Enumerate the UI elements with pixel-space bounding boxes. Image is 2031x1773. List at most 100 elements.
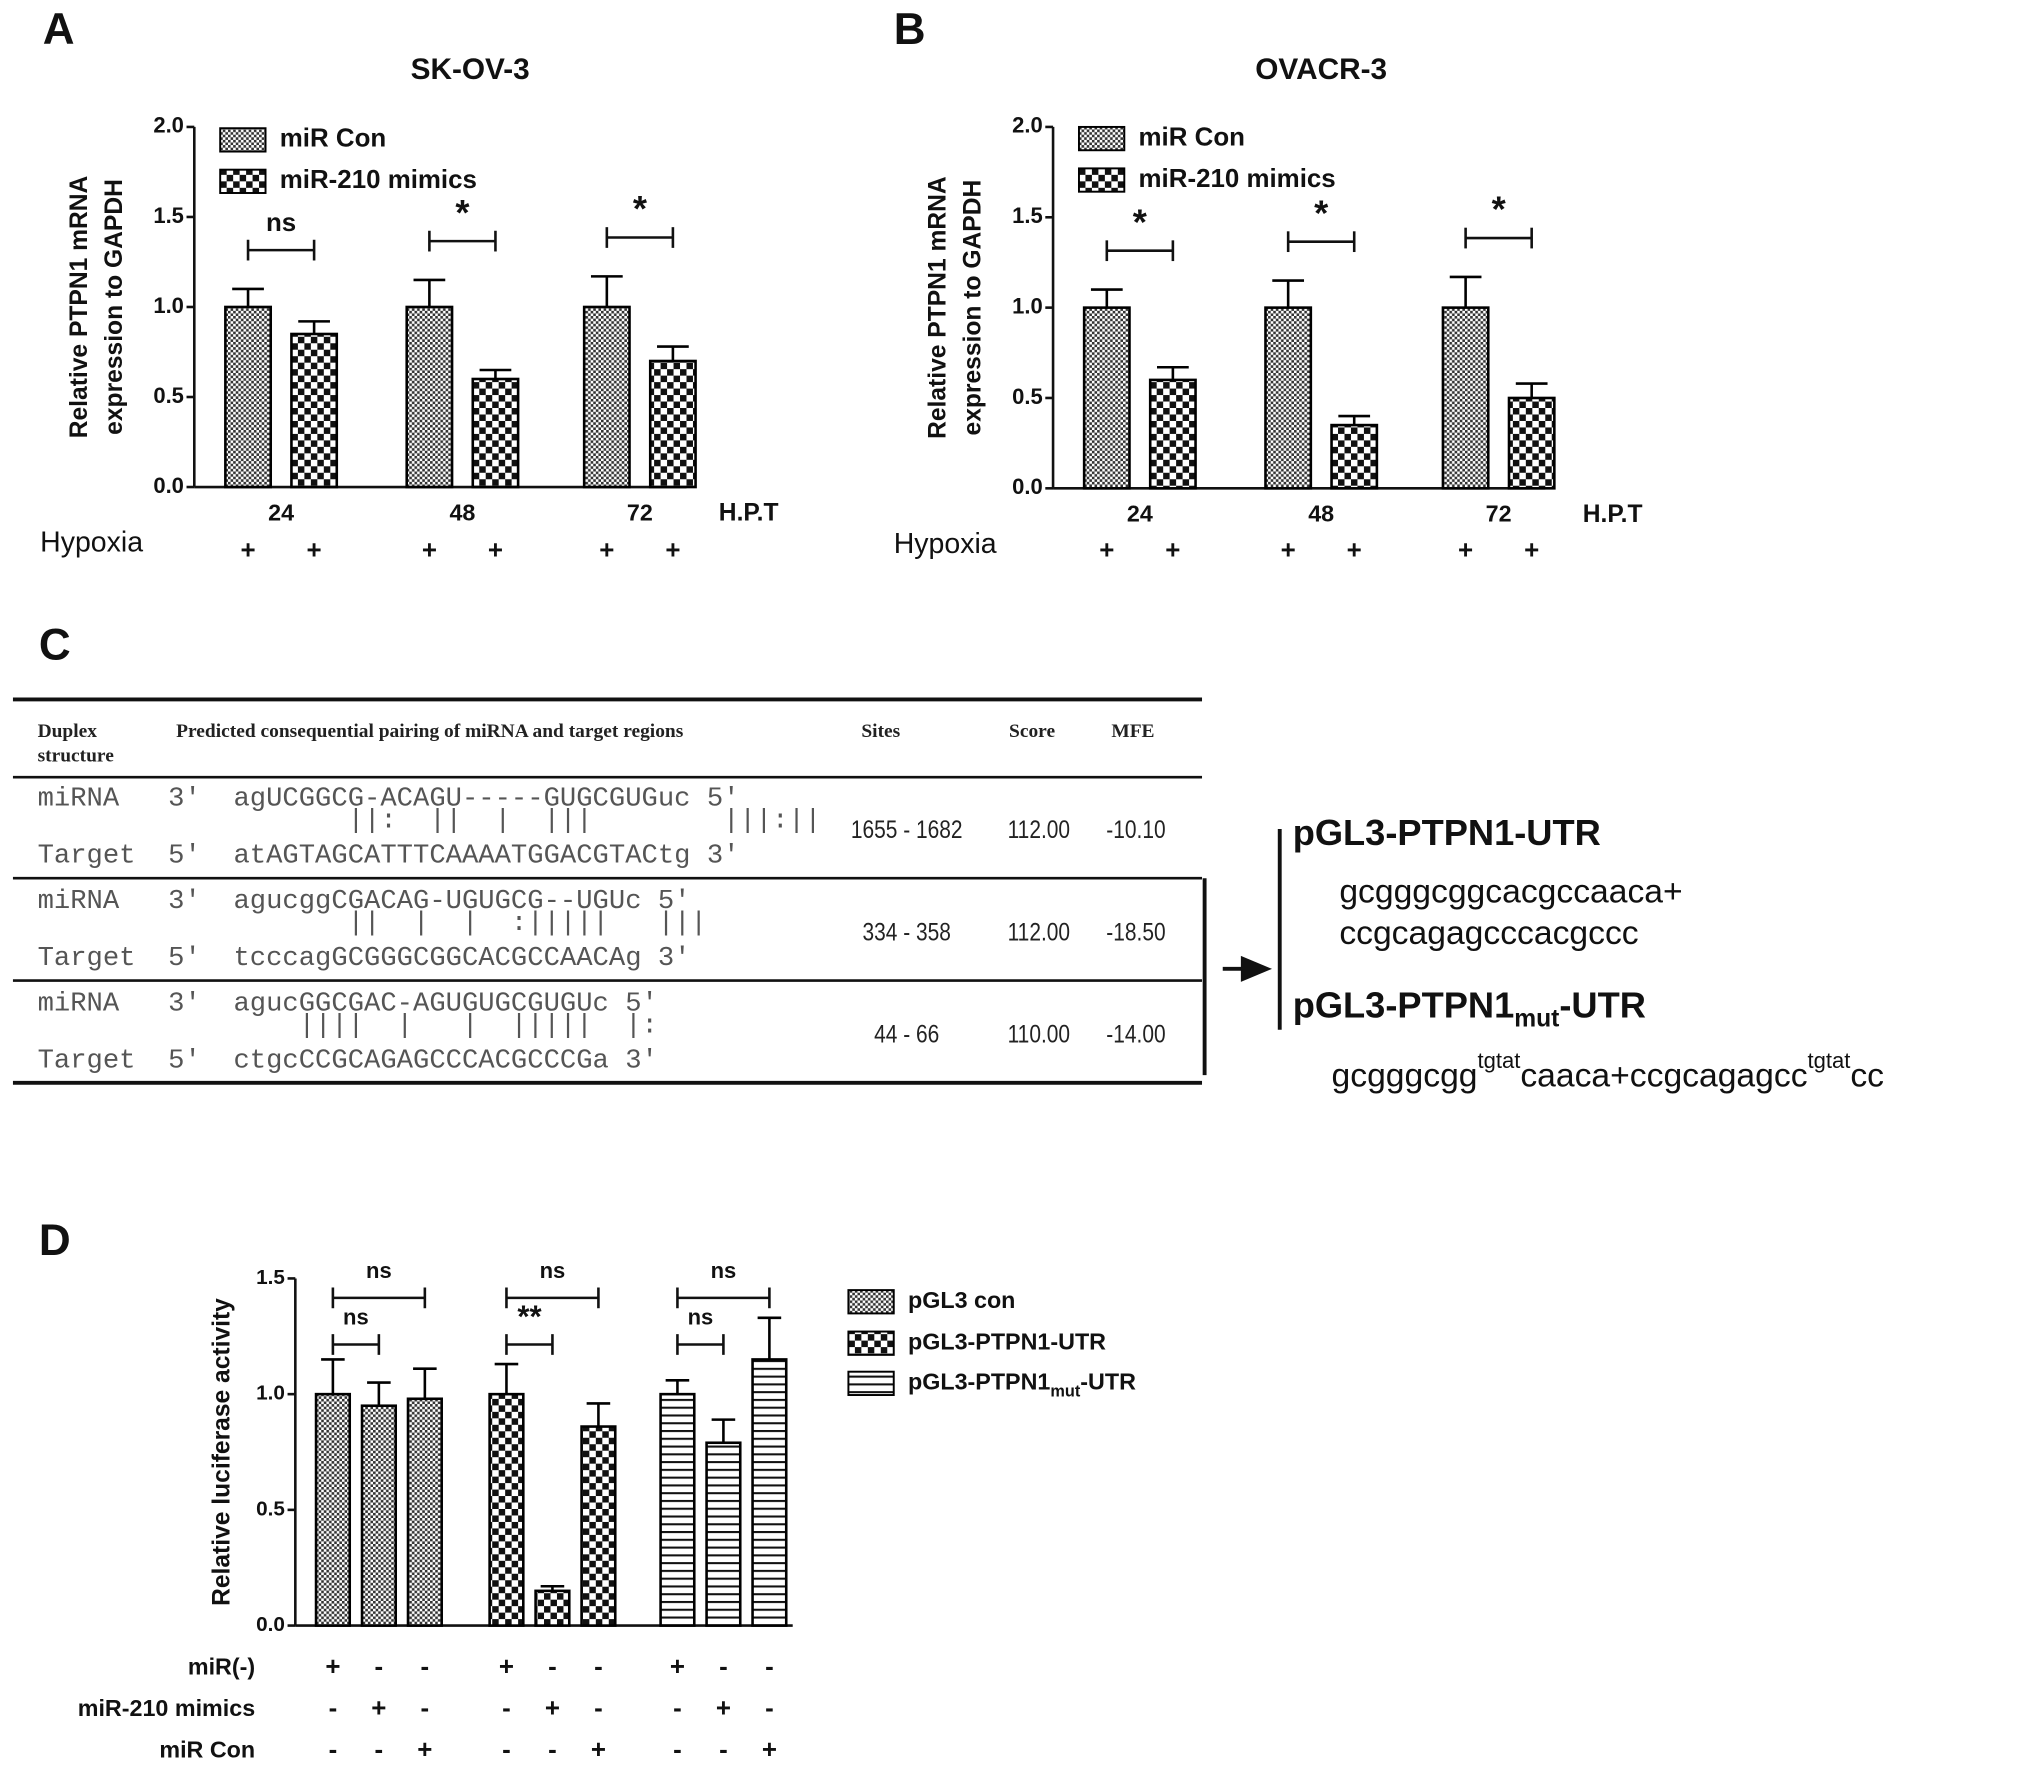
text-part: gcgggcgg: [1332, 1058, 1478, 1095]
bar: [405, 305, 454, 489]
error-bar: [757, 1316, 782, 1360]
bar: [1507, 396, 1556, 490]
panel-label: B: [894, 5, 926, 54]
bar: [751, 1358, 788, 1627]
bar: [705, 1441, 742, 1627]
sig-label: **: [517, 1299, 542, 1334]
sig-label: ns: [540, 1258, 566, 1283]
y-tick-label: 1.5: [256, 1266, 285, 1289]
x-tick-label: 48: [1308, 501, 1334, 527]
bar: [471, 377, 520, 489]
construct-sequence: gcgggcggtgtatcaaca+ccgcagagcctgtatcc: [1332, 1048, 1884, 1095]
table-mfe: -18.50: [1106, 919, 1166, 947]
table-header: Duplex structure: [37, 721, 114, 767]
bar: [224, 305, 273, 489]
legend-swatch: [219, 127, 267, 153]
condition-mark: -: [375, 1736, 384, 1764]
y-axis-label: Relative luciferase activity: [208, 1298, 235, 1606]
legend-label: pGL3-PTPN1mut-UTR: [908, 1369, 1136, 1401]
x-axis-label: H.P.T: [1583, 501, 1643, 528]
table-pairing: |||| | | ||||| |:: [37, 1011, 658, 1042]
condition-mark: -: [594, 1653, 603, 1681]
y-tick-label: 0.5: [1012, 384, 1043, 409]
error-bar: [665, 1378, 690, 1395]
error-bar: [657, 345, 689, 361]
table-target: Target 5' atAGTAGCATTTCAAAATGGACGTACtg 3…: [37, 841, 740, 872]
error-bar: [321, 1358, 345, 1395]
table-mfe: -10.10: [1106, 817, 1166, 845]
y-axis-label: expression to GAPDH: [960, 180, 987, 436]
condition-mark: -: [765, 1695, 774, 1723]
y-tick-label: 1.5: [153, 203, 184, 228]
condition-mark: -: [375, 1653, 384, 1681]
sig-label: ns: [343, 1304, 369, 1329]
y-tick-label: 0.5: [256, 1497, 285, 1520]
chart-title: SK-OV-3: [411, 53, 530, 86]
condition-mark: +: [488, 537, 503, 565]
sig-label: *: [1492, 189, 1507, 230]
subscript: mut: [1514, 1005, 1559, 1032]
condition-mark: +: [545, 1695, 560, 1723]
error-bar: [413, 278, 446, 307]
y-tick-label: 1.5: [1012, 203, 1043, 228]
sig-label: *: [455, 192, 470, 233]
y-tick-label: 1.0: [256, 1382, 285, 1405]
panel-label: D: [39, 1216, 71, 1265]
error-bar: [367, 1381, 391, 1406]
y-tick-label: 2.0: [1012, 113, 1043, 138]
bar: [1082, 306, 1131, 490]
y-tick-label: 1.0: [1012, 293, 1043, 318]
bar: [406, 1397, 443, 1627]
bar: [314, 1392, 352, 1627]
condition-label: miR-210 mimics: [78, 1695, 255, 1721]
y-tick-label: 2.0: [153, 113, 184, 138]
legend-label: miR Con: [280, 125, 386, 153]
condition-mark: +: [240, 537, 255, 565]
text-part: -UTR: [1559, 984, 1646, 1025]
text-part: pGL3-PTPN1: [1293, 984, 1515, 1025]
error-bar: [586, 1402, 611, 1427]
legend-label: miR-210 mimics: [280, 166, 477, 194]
error-bar: [232, 287, 264, 307]
legend-label-part: mut: [1050, 1383, 1080, 1401]
condition-mark: +: [371, 1695, 386, 1723]
sig-label: *: [1314, 192, 1329, 233]
text-part: caaca+ccgcagagcc: [1520, 1058, 1807, 1095]
construct-title: pGL3-PTPN1mut-UTR: [1293, 984, 1646, 1032]
condition-mark: +: [665, 537, 680, 565]
y-axis-label: expression to GAPDH: [101, 179, 128, 435]
x-axis-label: H.P.T: [719, 500, 779, 527]
condition-mark: -: [502, 1695, 511, 1723]
condition-mark: -: [502, 1736, 511, 1764]
condition-label: Hypoxia: [40, 527, 143, 559]
chart: 0.0 0.5 1.0 1.5 2.0 OVACR-3 Relative PTPN1 mRN…: [894, 53, 1643, 565]
sig-label: ns: [688, 1304, 714, 1329]
table-pairing: || | | :||||| |||: [37, 909, 707, 940]
legend-swatch: [1077, 167, 1126, 193]
construct-title: pGL3-PTPN1-UTR: [1293, 812, 1601, 853]
x-tick-label: 72: [627, 499, 653, 525]
y-axis-label: Relative PTPN1 mRNA: [66, 175, 93, 438]
error-bar: [1090, 288, 1123, 308]
table-sites: 44 - 66: [874, 1021, 940, 1050]
error-bar: [540, 1584, 565, 1591]
condition-mark: +: [1281, 537, 1296, 565]
superscript: tgtat: [1808, 1048, 1851, 1073]
bar: [1330, 423, 1379, 490]
condition-mark: +: [1524, 537, 1539, 565]
legend-swatch: [219, 168, 267, 194]
table-pairing: ||: || | ||| |||:||: [37, 806, 822, 837]
y-tick-label: 0.5: [153, 383, 184, 408]
legend-label: miR-210 mimics: [1139, 165, 1336, 193]
bar: [290, 332, 339, 489]
sig-label: *: [1133, 201, 1148, 242]
table-header: Sites: [861, 721, 901, 743]
legend-swatch: [847, 1370, 895, 1396]
legend-label: miR Con: [1139, 123, 1245, 151]
condition-mark: -: [548, 1653, 557, 1681]
sig-label: ns: [266, 209, 296, 237]
arrow-head: [1240, 955, 1272, 982]
condition-mark: -: [719, 1736, 728, 1764]
